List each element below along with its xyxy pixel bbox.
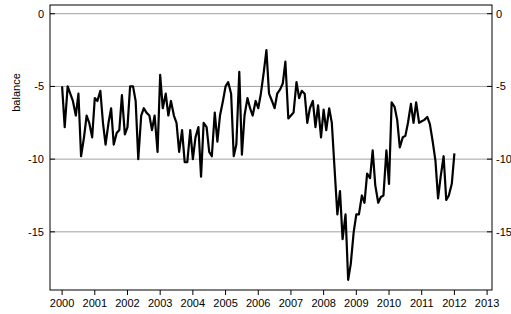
grid-line (50, 86, 492, 87)
x-tick-label: 2008 (311, 297, 335, 309)
x-tick (192, 290, 193, 295)
x-tick-label: 2013 (475, 297, 499, 309)
y2-tick-label: 0 (496, 8, 502, 20)
data-line (62, 50, 454, 280)
x-tick (323, 290, 324, 295)
chart-container: 0 0 -5 -5 -10 -10 -15 -15 2000 2001 2002 2003 2004 20… (0, 0, 511, 314)
x-tick-label: 2009 (344, 297, 368, 309)
y-axis-label: balance (10, 73, 22, 112)
x-tick (225, 290, 226, 295)
y2-tick (487, 86, 492, 87)
x-tick (160, 290, 161, 295)
x-tick (421, 290, 422, 295)
y2-tick-label: -15 (496, 226, 511, 238)
y2-tick (487, 13, 492, 14)
plot-frame (50, 5, 492, 290)
x-tick (356, 290, 357, 295)
x-tick-label: 2003 (148, 297, 172, 309)
grid-line (50, 231, 492, 232)
x-tick (290, 290, 291, 295)
x-tick-label: 2001 (83, 297, 107, 309)
y-tick-label: 0 (38, 8, 44, 20)
x-tick (127, 290, 128, 295)
y-tick (50, 13, 55, 14)
x-tick-label: 2005 (213, 297, 237, 309)
y2-tick (487, 231, 492, 232)
y2-tick-label: -5 (496, 80, 506, 92)
x-tick-label: 2012 (442, 297, 466, 309)
grid-line (50, 159, 492, 160)
x-tick (94, 290, 95, 295)
y-tick-label: -5 (34, 80, 44, 92)
y-tick (50, 231, 55, 232)
x-tick-label: 2002 (115, 297, 139, 309)
y2-tick (487, 159, 492, 160)
x-tick (389, 290, 390, 295)
grid-line (50, 13, 492, 14)
series-group (62, 50, 454, 280)
y-tick-label: -10 (28, 153, 44, 165)
x-tick-label: 2006 (246, 297, 270, 309)
x-tick-label: 2004 (181, 297, 205, 309)
chart-svg: 0 0 -5 -5 -10 -10 -15 -15 2000 2001 2002 2003 2004 20… (0, 0, 511, 314)
y-tick (50, 159, 55, 160)
x-tick (487, 290, 488, 295)
x-tick (62, 290, 63, 295)
y-tick-label: -15 (28, 226, 44, 238)
x-tick-label: 2010 (377, 297, 401, 309)
x-tick-label: 2000 (50, 297, 74, 309)
x-tick-label: 2011 (410, 297, 434, 309)
y-tick (50, 86, 55, 87)
x-tick (258, 290, 259, 295)
x-tick (454, 290, 455, 295)
x-tick-label: 2007 (279, 297, 303, 309)
y2-tick-label: -10 (496, 153, 511, 165)
